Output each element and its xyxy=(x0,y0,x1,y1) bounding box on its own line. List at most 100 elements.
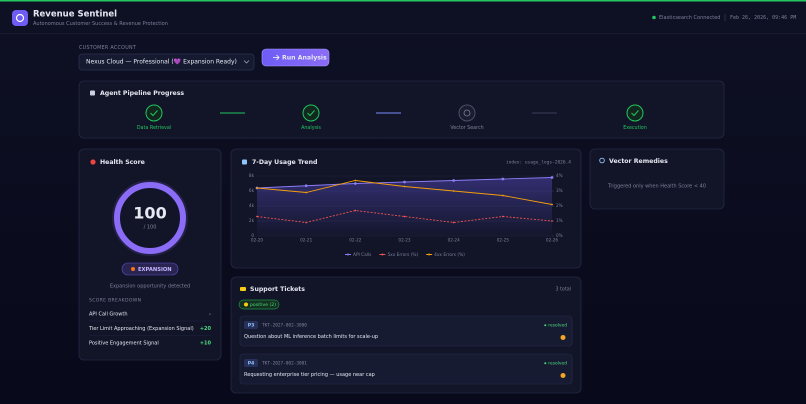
sentiment-label: positive (2) xyxy=(250,302,276,308)
step-label: Vector Search xyxy=(450,125,483,131)
data-point xyxy=(452,221,455,224)
step-label: Data Retrieval xyxy=(137,125,171,131)
chart-subtitle: index: usage_logs-2026.4 xyxy=(506,160,571,166)
tickets-title: Support Tickets xyxy=(250,286,305,293)
health-note: Expansion opportunity detected xyxy=(110,284,190,290)
x-tick-label: 02-21 xyxy=(300,238,313,243)
data-point xyxy=(256,215,258,218)
x-tick-label: 02-22 xyxy=(349,238,362,243)
button-label: Run Analysis xyxy=(282,55,327,62)
sentiment-icon xyxy=(560,335,566,340)
pipeline-card xyxy=(78,80,725,139)
gauge-glow xyxy=(112,180,188,256)
data-point xyxy=(551,203,553,206)
badge-icon xyxy=(131,267,135,271)
status-dot xyxy=(652,15,656,20)
check xyxy=(150,110,158,117)
y2-tick-label: 1% xyxy=(556,218,563,223)
health-score: 100 xyxy=(133,204,166,223)
chart-icon xyxy=(242,159,247,165)
sentiment-icon xyxy=(244,302,248,307)
y2-tick-label: 3% xyxy=(556,188,563,193)
step-circle xyxy=(302,104,320,122)
ticket-status: resolved xyxy=(548,323,567,329)
status-dot xyxy=(544,324,547,327)
health-icon xyxy=(90,159,96,165)
ticket-status: resolved xyxy=(548,361,567,367)
ticket xyxy=(239,353,573,385)
data-point xyxy=(501,177,505,181)
x-tick-label: 02-24 xyxy=(448,238,461,243)
data-point xyxy=(354,209,357,212)
data-point xyxy=(550,176,554,179)
data-point xyxy=(256,187,258,189)
select-caret xyxy=(243,60,250,64)
app-title: Revenue Sentinel xyxy=(33,10,117,20)
pipeline-step: Data Retrieval xyxy=(137,104,171,131)
remedies-icon xyxy=(599,157,605,164)
ticket-id: TKT-2027-002-3001 xyxy=(262,361,307,367)
gauge-arc xyxy=(114,182,186,254)
data-point xyxy=(304,184,308,188)
breakdown-label: API Call Growth xyxy=(89,312,128,318)
account-select[interactable] xyxy=(78,53,255,71)
sentiment-icon xyxy=(560,373,566,378)
ticket-id: TKT-2027-002-3000 xyxy=(262,323,307,329)
legend-label: 4xx Errors (%) xyxy=(434,252,465,258)
app-subtitle: Autonomous Customer Success & Revenue Pr… xyxy=(33,21,168,27)
health-scale: / 100 xyxy=(144,225,157,231)
data-point xyxy=(354,179,357,182)
step-circle xyxy=(626,104,644,122)
step-circle xyxy=(458,104,476,122)
step-label: Analysis xyxy=(301,125,321,131)
sentiment-badge xyxy=(238,299,280,310)
priority-chip xyxy=(244,359,258,367)
breakdown-title: SCORE BREAKDOWN xyxy=(89,298,141,304)
pipeline-step: Vector Search xyxy=(450,104,484,131)
data-point xyxy=(305,191,308,194)
top-accent xyxy=(0,0,806,2)
pipeline-icon xyxy=(90,90,95,96)
area-fill xyxy=(257,177,552,236)
data-point xyxy=(452,190,455,192)
step-label: Execution xyxy=(623,125,647,131)
y2-tick-label: 4% xyxy=(556,173,563,178)
data-point xyxy=(501,194,504,197)
x-tick-label: 02-26 xyxy=(546,238,559,243)
y-tick-label: 6k xyxy=(249,188,255,193)
pipeline-step: Execution xyxy=(623,104,647,131)
y2-tick-label: 2% xyxy=(556,203,563,208)
pipeline-title: Agent Pipeline Progress xyxy=(100,90,184,97)
connection-status: Elasticsearch Connected xyxy=(659,15,720,21)
y-tick-label: 4k xyxy=(249,203,255,208)
legend-dot xyxy=(381,253,384,256)
check xyxy=(307,110,315,117)
x-tick-label: 02-23 xyxy=(398,238,411,243)
data-point xyxy=(501,215,504,218)
breakdown-label: Positive Engagement Signal xyxy=(89,341,159,347)
health-title: Health Score xyxy=(100,159,145,166)
remedies-note: Triggered only when Health Score < 40 xyxy=(607,184,706,190)
health-card xyxy=(78,148,222,361)
chart-title: 7-Day Usage Trend xyxy=(252,159,317,166)
expansion-badge xyxy=(121,262,179,276)
logo-glyph xyxy=(15,13,25,23)
legend-label: API Calls xyxy=(353,252,372,258)
status-dot xyxy=(544,362,547,365)
breakdown-label: Tier Limit Approaching (Expansion Signal… xyxy=(88,326,194,332)
ticket xyxy=(239,315,573,347)
datetime: Feb 26, 2026, 09:46 PM xyxy=(730,15,796,21)
step-circle xyxy=(145,104,163,122)
run-analysis-button[interactable] xyxy=(261,48,330,67)
y-tick-label: 8k xyxy=(249,173,255,178)
legend-label: 5xx Errors (%) xyxy=(387,252,418,258)
ticket-text: Question about ML inference batch limits… xyxy=(244,334,378,340)
y-tick-label: 0 xyxy=(251,233,254,238)
tickets-count: 3 total xyxy=(555,287,571,293)
priority-chip xyxy=(244,321,258,329)
ticket-priority: P4 xyxy=(248,361,255,367)
ticket-text: Requesting enterprise tier pricing — usa… xyxy=(244,372,375,378)
ticket-priority: P3 xyxy=(248,323,255,329)
badge-label: EXPANSION xyxy=(138,267,172,273)
breakdown-value: - xyxy=(209,312,211,318)
